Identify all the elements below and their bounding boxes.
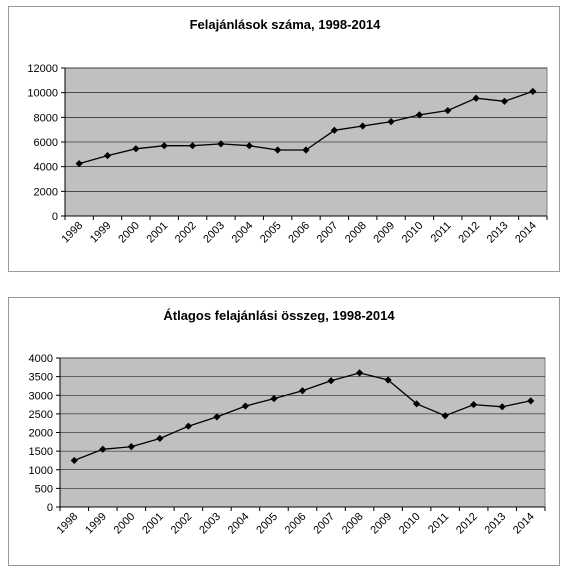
chart-2-x-tick-label: 2002 <box>169 511 195 537</box>
chart-2-y-tick-label: 3000 <box>29 390 53 402</box>
chart-1-y-tick-label: 0 <box>52 211 58 223</box>
chart-1-x-tick-label: 2002 <box>173 220 199 246</box>
chart-1-data-point <box>444 106 452 115</box>
chart-panel-2: Átlagos felajánlási összeg, 1998-2014 0 5… <box>8 297 560 566</box>
chart-1-y-tick-label: 4000 <box>34 162 58 174</box>
chart-1-x-tick-label: 2008 <box>343 220 369 246</box>
chart-1-x-tick-label: 2011 <box>429 220 454 245</box>
chart-2-x-tick-label: 2011 <box>426 511 451 536</box>
chart-2-data-point <box>470 400 478 409</box>
chart-2-x-tick-label: 1998 <box>55 511 81 537</box>
chart-2-x-tick-label: 2013 <box>483 511 509 537</box>
chart-1-title: Felajánlások száma, 1998-2014 <box>190 17 382 32</box>
chart-1-data-point <box>160 142 168 150</box>
chart-1-x-tick-label: 2000 <box>116 220 142 246</box>
chart-1-x-tick-label: 2014 <box>513 220 539 246</box>
chart-1-data-point <box>500 97 509 105</box>
chart-1-y-tick-label: 10000 <box>27 88 58 100</box>
chart-1-y-tick-label: 2000 <box>34 186 58 198</box>
chart-1-data-point <box>75 159 83 168</box>
chart-1-x-tick-label: 2006 <box>286 220 312 246</box>
chart-1-data-point <box>217 140 225 148</box>
chart-2-x-tick-label: 2001 <box>140 511 166 537</box>
chart-2-y-tick-label: 2000 <box>29 428 53 440</box>
chart-1-x-tick-label: 2005 <box>258 220 284 246</box>
chart-1-x-tick-label: 2010 <box>400 220 426 246</box>
chart-1-data-point <box>472 94 480 102</box>
chart-2-title: Átlagos felajánlási összeg, 1998-2014 <box>163 308 395 323</box>
chart-2-data-point <box>241 402 250 410</box>
chart-2-y-tick-label: 1000 <box>29 465 53 477</box>
chart-2-x-tick-label: 2009 <box>368 511 394 537</box>
chart-2-x-tick-label: 2008 <box>340 511 366 537</box>
chart-1-data-point <box>245 142 253 150</box>
chart-1-svg: Felajánlások száma, 1998-2014 0 2000 4000 6… <box>27 17 548 246</box>
chart-2-y-tick-label: 3500 <box>29 372 53 384</box>
chart-1-x-tick-label: 2007 <box>315 220 341 246</box>
chart-2-x-tick-label: 2004 <box>226 511 252 537</box>
chart-2-x-tick-label: 2007 <box>311 511 337 537</box>
chart-2-x-tick-label: 2006 <box>283 511 309 537</box>
chart-panel-1: Felajánlások száma, 1998-2014 0 2000 4000 6… <box>8 6 560 272</box>
chart-1-data-point <box>103 151 112 160</box>
chart-2-data-point <box>70 456 78 465</box>
chart-2-x-tick-label: 2014 <box>511 511 537 537</box>
chart-1-data-point <box>274 146 282 154</box>
chart-1-data-point <box>529 87 537 96</box>
chart-1-y-tick-label: 12000 <box>27 63 58 75</box>
chart-1-x-tick-label: 2009 <box>371 220 397 246</box>
chart-1-x-tick-label: 1998 <box>59 220 85 246</box>
chart-1-data-point <box>132 145 140 153</box>
chart-1-data-point <box>415 111 424 119</box>
chart-1-data-point <box>330 126 338 134</box>
chart-2-x-tick-label: 1999 <box>83 511 109 537</box>
chart-1-data-point <box>188 142 197 150</box>
chart-1-y-tick-label: 8000 <box>34 112 58 124</box>
chart-1-x-tick-label: 2004 <box>230 220 256 246</box>
chart-2-data-point <box>413 400 421 408</box>
chart-1-x-tick-label: 1999 <box>88 220 114 246</box>
chart-2-y-tick-label: 2500 <box>29 409 53 421</box>
chart-2-y-tick-label: 0 <box>47 502 53 514</box>
chart-2-y-tick-label: 1500 <box>29 446 53 458</box>
chart-1-y-tick-label: 6000 <box>34 137 58 149</box>
chart-2-x-tick-label: 2012 <box>454 511 480 537</box>
chart-1-x-tick-label: 2012 <box>456 220 482 246</box>
chart-1-x-tick-label: 2001 <box>145 220 171 246</box>
chart-2-data-point <box>99 445 107 453</box>
chart-1-data-point <box>387 118 395 126</box>
chart-2-y-tick-label: 4000 <box>29 353 53 365</box>
chart-2-y-tick-label: 500 <box>35 483 53 495</box>
chart-2-x-tick-label: 2000 <box>112 511 138 537</box>
chart-1-data-point <box>302 146 310 154</box>
chart-1-data-point <box>359 122 367 130</box>
chart-2-x-tick-label: 2005 <box>254 511 280 537</box>
chart-2-x-tick-label: 2010 <box>397 511 423 537</box>
chart-1-x-tick-label: 2013 <box>485 220 511 246</box>
chart-2-data-point <box>384 376 392 384</box>
chart-2-svg: Átlagos felajánlási összeg, 1998-2014 0 5… <box>29 308 546 537</box>
chart-2-data-point <box>441 412 449 420</box>
chart-2-x-tick-label: 2003 <box>197 511 223 537</box>
chart-1-x-tick-label: 2003 <box>201 220 227 246</box>
